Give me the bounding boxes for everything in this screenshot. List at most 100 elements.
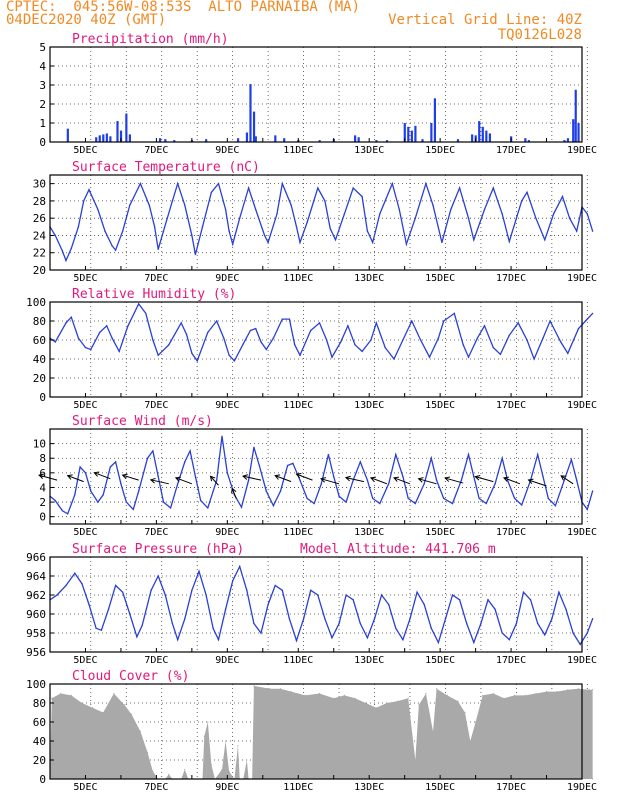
x-tick-label: 7DEC bbox=[144, 655, 168, 666]
cloud-cover-point bbox=[435, 688, 438, 690]
series-point bbox=[65, 322, 67, 324]
series-point bbox=[122, 230, 124, 232]
series-point bbox=[584, 320, 587, 322]
series-point bbox=[473, 641, 475, 644]
series-point bbox=[423, 603, 425, 606]
series-point bbox=[325, 339, 328, 341]
wind-arrowhead bbox=[231, 487, 237, 494]
precip-bar bbox=[407, 126, 410, 142]
x-tick-label: 9DEC bbox=[215, 527, 239, 538]
x-tick-label: 5DEC bbox=[73, 527, 97, 538]
cloud-cover-point bbox=[446, 694, 448, 697]
series-point bbox=[74, 494, 76, 496]
series-point bbox=[215, 479, 218, 481]
series-point bbox=[487, 599, 489, 601]
series-point bbox=[521, 504, 523, 506]
series-point bbox=[171, 200, 174, 202]
series-point bbox=[265, 490, 268, 492]
series-point bbox=[473, 239, 475, 241]
series-point bbox=[366, 637, 369, 639]
cloud-cover-point bbox=[545, 691, 548, 693]
series-point bbox=[402, 475, 404, 478]
series-point bbox=[294, 344, 296, 346]
series-point bbox=[157, 248, 159, 250]
series-point bbox=[533, 358, 535, 360]
series-point bbox=[467, 453, 470, 456]
x-tick-label: 9DEC bbox=[215, 273, 239, 284]
series-point bbox=[425, 182, 427, 185]
series-point bbox=[419, 339, 422, 341]
series-point bbox=[395, 627, 397, 629]
series-point bbox=[591, 490, 594, 492]
cloud-cover-point bbox=[237, 745, 239, 747]
cloud-cover-area bbox=[50, 685, 593, 779]
series-point bbox=[379, 502, 381, 505]
wind-arrowhead bbox=[417, 477, 424, 483]
series-point bbox=[141, 624, 143, 627]
x-tick-label: 15DEC bbox=[425, 782, 455, 793]
y-tick-label: 964 bbox=[26, 570, 46, 583]
cloud-cover-point bbox=[592, 689, 594, 691]
wind-arrowhead bbox=[174, 476, 181, 482]
series-point bbox=[191, 352, 193, 354]
x-tick-label: 11DEC bbox=[283, 273, 313, 284]
cloud-cover-point bbox=[130, 713, 133, 716]
series-point bbox=[70, 316, 72, 318]
x-tick-label: 11DEC bbox=[283, 655, 313, 666]
series-point bbox=[549, 320, 551, 322]
series-point bbox=[442, 497, 445, 500]
precip-bar bbox=[105, 133, 108, 142]
series-point bbox=[61, 250, 64, 252]
precip-bar bbox=[274, 135, 277, 142]
precip-bar bbox=[375, 140, 378, 142]
series-point bbox=[361, 195, 363, 198]
precip-bar bbox=[527, 140, 530, 142]
cloud-cover-point bbox=[492, 692, 494, 695]
series-point bbox=[111, 245, 113, 247]
cloud-cover-point bbox=[228, 770, 230, 773]
series-point bbox=[84, 472, 87, 474]
series-point bbox=[359, 622, 362, 625]
precip-bar bbox=[414, 125, 417, 142]
precip-bar bbox=[125, 113, 128, 142]
cloud-cover-point bbox=[524, 694, 526, 697]
x-tick-label: 5DEC bbox=[73, 782, 97, 793]
x-tick-label: 5DEC bbox=[73, 400, 97, 411]
wind-arrowhead bbox=[93, 471, 100, 477]
y-tick-label: 962 bbox=[26, 589, 46, 602]
y-tick-label: 8 bbox=[39, 452, 46, 465]
series-point bbox=[106, 325, 108, 327]
series-point bbox=[370, 339, 372, 341]
wind-vector bbox=[242, 475, 262, 481]
panel-frame bbox=[49, 556, 583, 653]
series-point bbox=[267, 241, 269, 244]
series-point bbox=[508, 638, 510, 641]
series-line-1 bbox=[49, 181, 594, 263]
series-point bbox=[536, 622, 539, 625]
series-point bbox=[111, 337, 113, 339]
y-tick-label: 60 bbox=[33, 716, 46, 729]
wind-arrowhead bbox=[274, 474, 281, 480]
series-point bbox=[120, 483, 122, 485]
x-tick-label: 7DEC bbox=[144, 400, 168, 411]
series-point bbox=[467, 217, 470, 219]
series-point bbox=[299, 479, 301, 481]
series-point bbox=[228, 354, 230, 356]
series-point bbox=[373, 618, 376, 620]
series-point bbox=[231, 580, 234, 582]
series-point bbox=[196, 360, 198, 362]
precip-bar bbox=[524, 138, 527, 142]
series-point bbox=[324, 200, 326, 202]
series-point bbox=[513, 497, 516, 500]
panel-frame bbox=[49, 428, 583, 525]
precip-bar bbox=[488, 133, 491, 142]
panel-title: Surface Temperature (nC) bbox=[72, 160, 260, 175]
series-point bbox=[88, 188, 90, 191]
series-point bbox=[458, 187, 461, 189]
series-point bbox=[547, 497, 550, 500]
series-point bbox=[194, 475, 197, 478]
series-point bbox=[405, 243, 408, 245]
series-point bbox=[476, 337, 479, 339]
series-point bbox=[379, 213, 381, 215]
series-point bbox=[263, 234, 266, 237]
